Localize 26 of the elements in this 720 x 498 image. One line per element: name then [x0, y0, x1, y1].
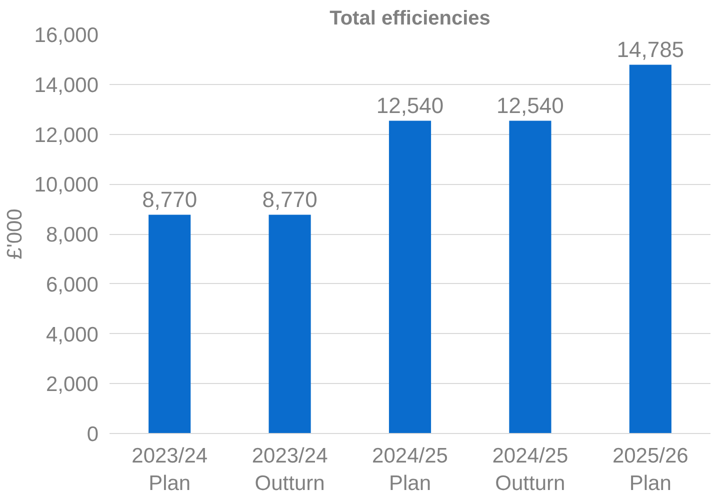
y-axis-title: £'000 [3, 208, 26, 260]
y-tick-label: 4,000 [46, 323, 99, 346]
x-tick-label: 2025/26 Plan [612, 444, 688, 496]
x-tick-label: 2024/25 Plan [372, 444, 448, 496]
data-label: 12,540 [376, 92, 444, 118]
bar [268, 214, 311, 434]
data-label: 8,770 [262, 186, 318, 212]
y-tick-label: 6,000 [46, 273, 99, 296]
y-tick-label: 2,000 [46, 373, 99, 396]
bar [509, 120, 552, 434]
data-label: 12,540 [496, 92, 564, 118]
data-label: 14,785 [616, 36, 684, 62]
x-tick-label: 2024/25 Outturn [492, 444, 568, 496]
bar [629, 64, 672, 434]
bar [148, 214, 191, 434]
y-tick-label: 16,000 [34, 24, 99, 47]
chart-title: Total efficiencies [330, 8, 490, 30]
y-tick-label: 12,000 [34, 124, 99, 147]
bar [388, 120, 432, 434]
y-tick-label: 0 [86, 423, 99, 446]
y-tick-label: 8,000 [46, 224, 99, 246]
data-label: 8,770 [142, 186, 198, 212]
x-tick-label: 2023/24 Outturn [252, 444, 328, 496]
y-tick-label: 10,000 [34, 174, 99, 197]
x-tick-label: 2023/24 Plan [132, 444, 208, 496]
y-tick-label: 14,000 [34, 74, 99, 97]
